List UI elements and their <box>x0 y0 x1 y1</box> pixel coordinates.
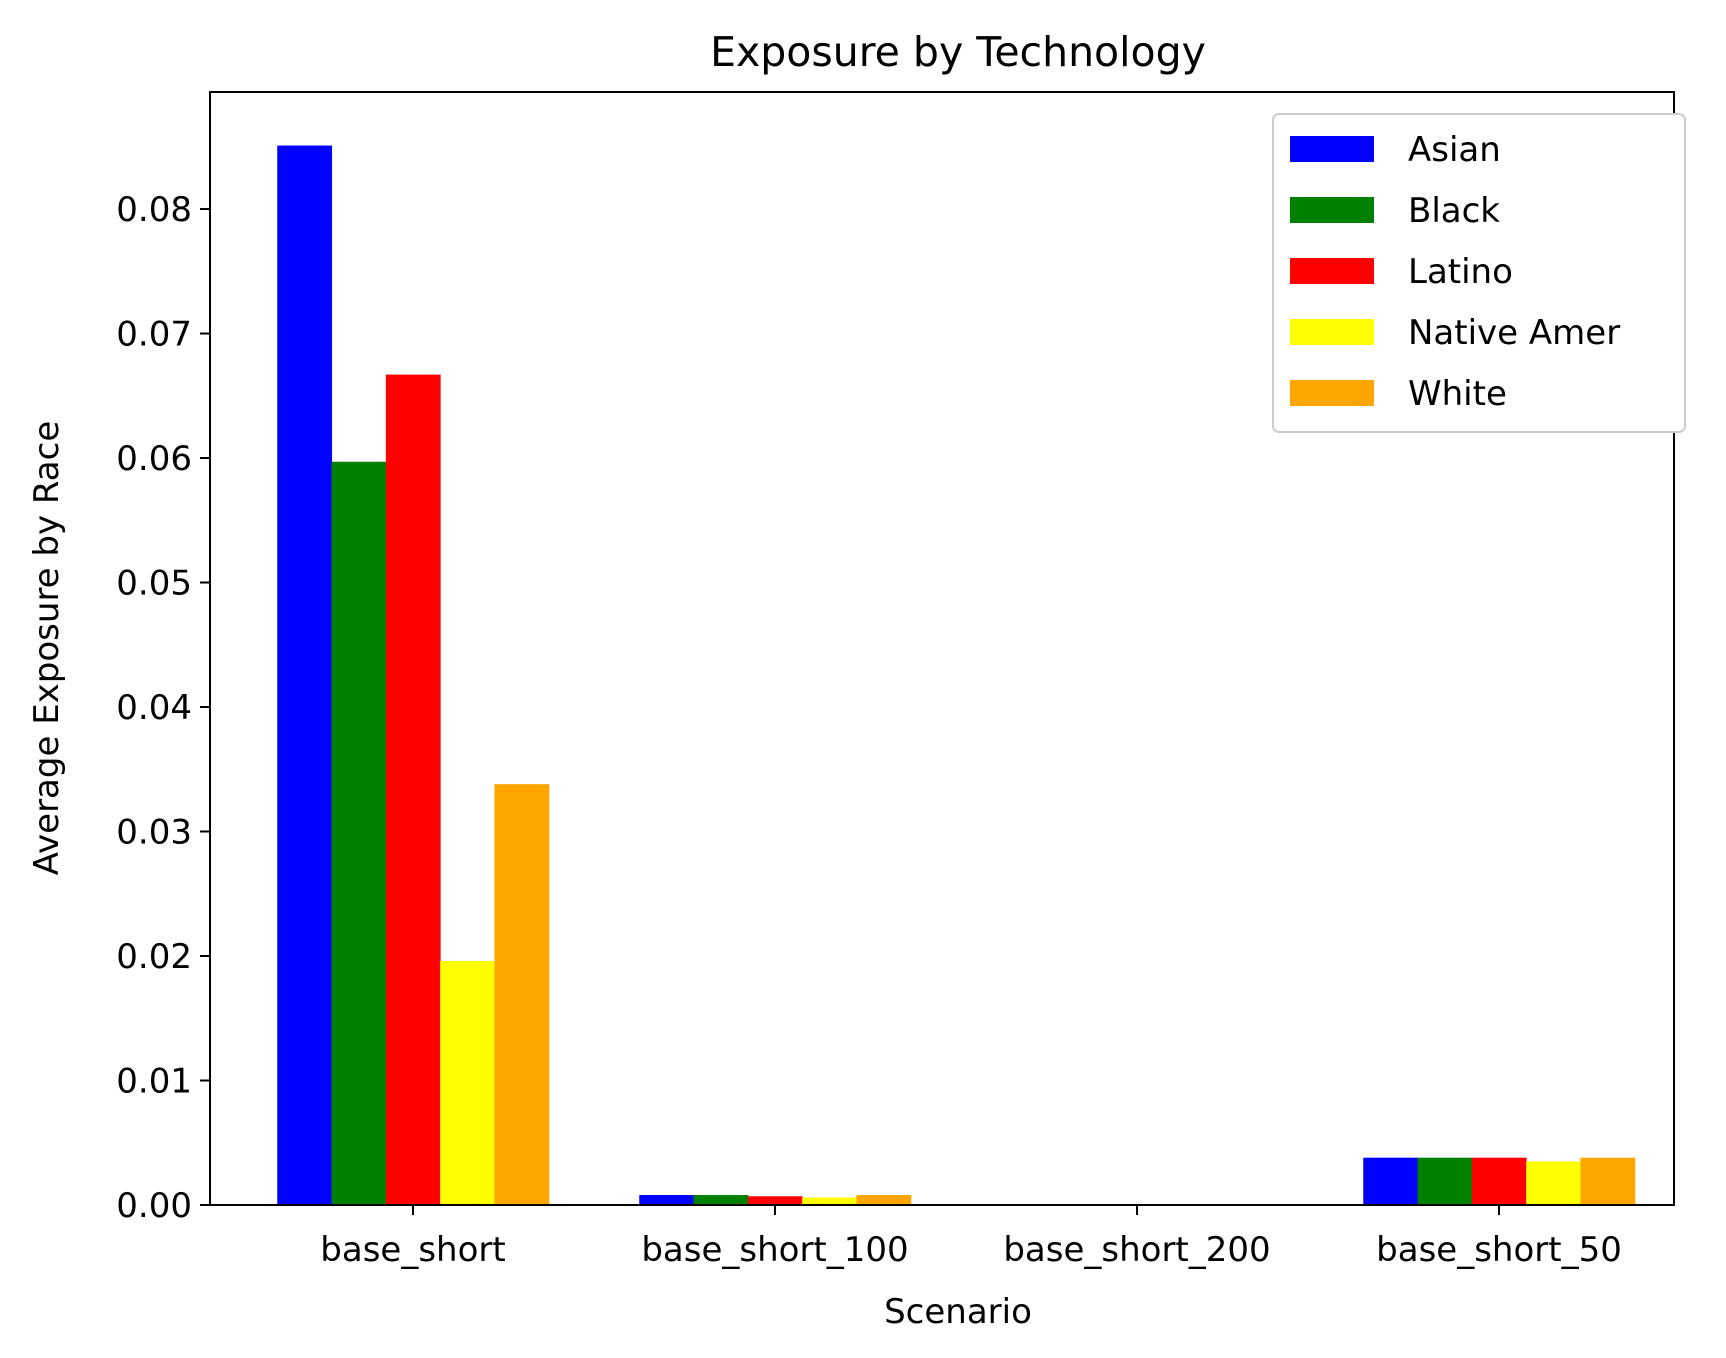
bar-black-base_short_100 <box>693 1195 749 1205</box>
bar-native-amer-base_short_100 <box>802 1197 857 1205</box>
chart-title: Exposure by Technology <box>710 28 1206 76</box>
legend-label: Native Amer <box>1408 313 1620 353</box>
y-tick-label: 0.01 <box>116 1062 192 1102</box>
legend-label: Asian <box>1408 130 1501 170</box>
y-tick-label: 0.02 <box>116 937 192 977</box>
bar-latino-base_short_100 <box>747 1196 803 1205</box>
x-tick-label: base_short_100 <box>641 1230 908 1270</box>
y-axis: 0.00 0.01 0.02 0.03 0.04 0.05 0.06 0.07 0.08 <box>116 190 210 1226</box>
bar-white-base_short <box>494 784 550 1205</box>
bar-black-base_short <box>331 461 387 1206</box>
y-tick-label: 0.07 <box>116 315 192 355</box>
y-tick-label: 0.00 <box>116 1186 192 1226</box>
y-tick-label: 0.05 <box>116 564 192 604</box>
bar-white-base_short_100 <box>856 1195 912 1205</box>
bar-asian-base_short <box>277 145 333 1205</box>
legend-swatch-asian <box>1290 136 1374 162</box>
x-tick-label: base_short <box>320 1230 505 1270</box>
legend-label: Latino <box>1408 252 1513 292</box>
y-axis-label: Average Exposure by Race <box>27 421 67 875</box>
bar-native-amer-base_short <box>440 960 495 1205</box>
legend-label: White <box>1408 374 1507 414</box>
x-tick-label: base_short_200 <box>1003 1230 1270 1270</box>
y-tick-label: 0.08 <box>116 190 192 230</box>
bar-latino-base_short <box>385 374 441 1205</box>
legend: Asian Black Latino Native Amer White <box>1272 113 1686 433</box>
legend-swatch-latino <box>1290 258 1374 284</box>
bar-native-amer-base_short_50 <box>1526 1161 1581 1205</box>
bars-group <box>277 145 1636 1206</box>
bar-asian-base_short_100 <box>639 1195 695 1205</box>
legend-swatch-native-amer <box>1290 319 1374 345</box>
legend-swatch-black <box>1290 197 1374 223</box>
y-tick-label: 0.04 <box>116 688 192 728</box>
bar-black-base_short_50 <box>1417 1157 1473 1205</box>
bar-white-base_short_50 <box>1580 1157 1636 1205</box>
bar-latino-base_short_50 <box>1471 1157 1527 1205</box>
x-axis: base_short base_short_100 base_short_200 ba… <box>320 1205 1622 1270</box>
y-tick-label: 0.06 <box>116 439 192 479</box>
x-tick-label: base_short_50 <box>1376 1230 1622 1270</box>
bar-asian-base_short_50 <box>1363 1157 1419 1205</box>
y-tick-label: 0.03 <box>116 813 192 853</box>
legend-box <box>1272 113 1686 433</box>
plot-frame <box>209 91 1675 1206</box>
x-axis-label: Scenario <box>884 1292 1032 1332</box>
legend-swatch-white <box>1290 380 1374 406</box>
legend-label: Black <box>1408 191 1500 231</box>
